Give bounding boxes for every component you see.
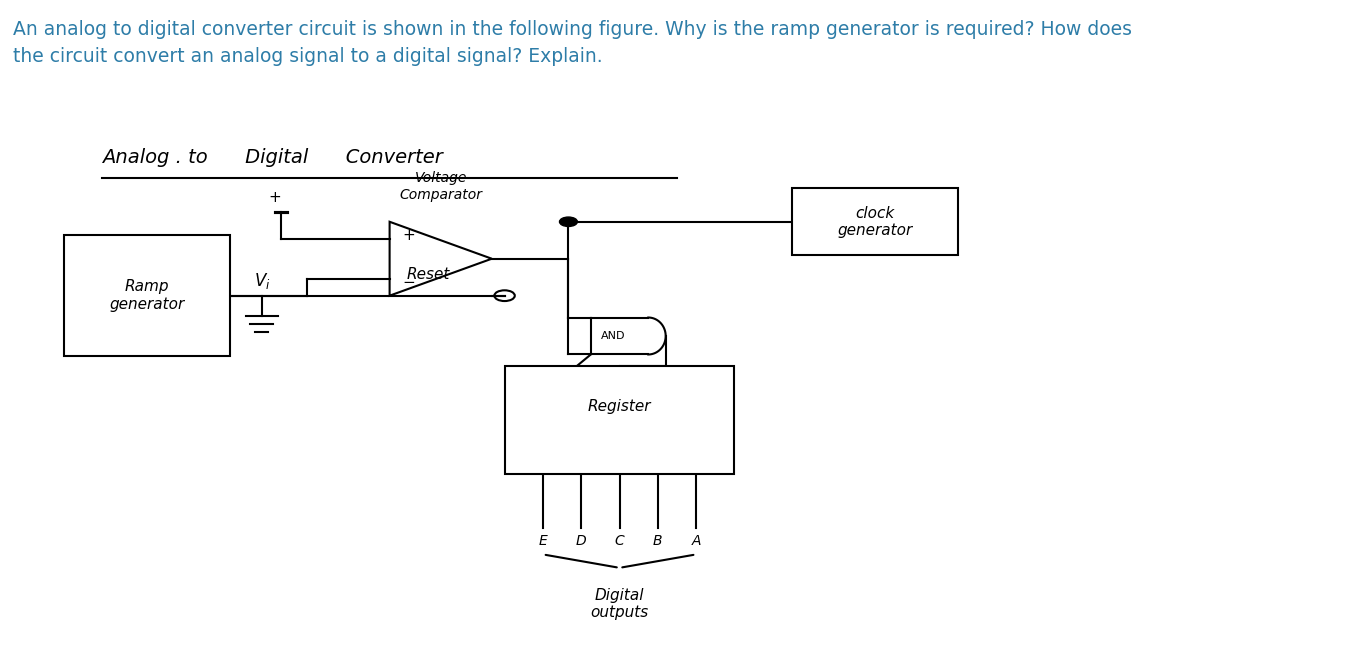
- Text: clock
generator: clock generator: [838, 206, 913, 238]
- Text: Ramp
generator: Ramp generator: [110, 280, 184, 312]
- Text: Reset: Reset: [407, 267, 450, 282]
- Text: AND: AND: [601, 331, 625, 341]
- Text: +: +: [268, 190, 281, 205]
- Text: B: B: [654, 534, 663, 548]
- Text: E: E: [538, 534, 548, 548]
- Text: Register: Register: [587, 399, 651, 414]
- Circle shape: [560, 217, 578, 226]
- Text: $V_i$: $V_i$: [254, 271, 270, 290]
- FancyBboxPatch shape: [792, 188, 959, 255]
- Text: An analog to digital converter circuit is shown in the following figure. Why is : An analog to digital converter circuit i…: [12, 20, 1132, 66]
- Text: D: D: [576, 534, 587, 548]
- FancyBboxPatch shape: [504, 366, 735, 474]
- FancyBboxPatch shape: [64, 235, 231, 356]
- Text: Digital
outputs: Digital outputs: [590, 588, 648, 620]
- Text: −: −: [403, 275, 415, 290]
- Text: C: C: [614, 534, 624, 548]
- Text: A: A: [692, 534, 701, 548]
- Text: Voltage
Comparator: Voltage Comparator: [399, 171, 483, 202]
- Text: +: +: [403, 228, 415, 243]
- Text: Analog . to      Digital      Converter: Analog . to Digital Converter: [102, 148, 443, 167]
